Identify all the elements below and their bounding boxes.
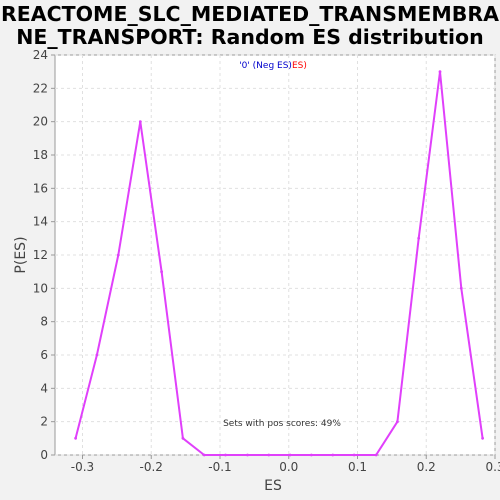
pos-scores-annotation: Sets with pos scores: 49% bbox=[223, 419, 341, 429]
legend: '0' (Neg ES)ES) bbox=[239, 61, 307, 71]
legend-label-suffix: ES) bbox=[292, 61, 307, 71]
y-tick-label: 12 bbox=[33, 248, 48, 262]
y-tick-label: 2 bbox=[40, 415, 48, 429]
y-tick-label: 18 bbox=[33, 148, 48, 162]
data-point bbox=[224, 453, 227, 457]
data-point bbox=[331, 453, 335, 457]
y-tick-label: 4 bbox=[40, 381, 48, 395]
legend-label: '0' (Neg ES) bbox=[239, 61, 292, 71]
data-point bbox=[202, 453, 206, 457]
series-line bbox=[74, 70, 484, 456]
data-point bbox=[138, 120, 142, 124]
data-point bbox=[160, 270, 164, 274]
series-layer bbox=[74, 70, 484, 457]
data-point bbox=[288, 453, 292, 457]
y-tick-label: 24 bbox=[33, 48, 48, 62]
data-point bbox=[116, 253, 120, 257]
x-tick-label: -0.1 bbox=[208, 460, 231, 474]
y-tick-label: 20 bbox=[33, 115, 48, 129]
x-tick-label: 0.3 bbox=[485, 460, 500, 474]
y-tick-label: 16 bbox=[33, 181, 48, 195]
data-point bbox=[374, 453, 378, 457]
y-tick-label: 0 bbox=[40, 448, 48, 462]
x-tick-label: 0.2 bbox=[417, 460, 436, 474]
x-tick-label: 0.1 bbox=[348, 460, 367, 474]
chart-title-line-1: REACTOME_SLC_MEDIATED_TRANSMEMBRA bbox=[1, 2, 499, 26]
data-point bbox=[181, 436, 185, 440]
y-axis-label: P(ES) bbox=[13, 236, 29, 273]
y-tick-label: 10 bbox=[33, 281, 48, 295]
data-point bbox=[310, 453, 313, 457]
y-tick-label: 8 bbox=[40, 315, 48, 329]
x-tick-label: 0.0 bbox=[279, 460, 298, 474]
data-point bbox=[246, 453, 249, 457]
data-point bbox=[481, 436, 484, 440]
y-tick-label: 22 bbox=[33, 81, 48, 95]
data-point bbox=[74, 436, 77, 440]
data-point bbox=[438, 70, 442, 74]
y-tick-label: 6 bbox=[40, 348, 48, 362]
x-tick-label: -0.2 bbox=[140, 460, 163, 474]
x-axis: -0.3 -0.2 -0.1 0.0 0.1 0.2 0.3 bbox=[71, 455, 500, 474]
x-axis-label: ES bbox=[264, 478, 282, 494]
data-point bbox=[95, 353, 99, 357]
data-point bbox=[352, 453, 356, 457]
chart-title-line-2: NE_TRANSPORT: Random ES distribution bbox=[16, 25, 483, 49]
data-point bbox=[459, 286, 463, 290]
data-point bbox=[267, 453, 271, 457]
data-point bbox=[417, 236, 421, 240]
data-point bbox=[396, 420, 399, 424]
x-tick-label: -0.3 bbox=[71, 460, 94, 474]
y-tick-label: 14 bbox=[33, 215, 48, 229]
